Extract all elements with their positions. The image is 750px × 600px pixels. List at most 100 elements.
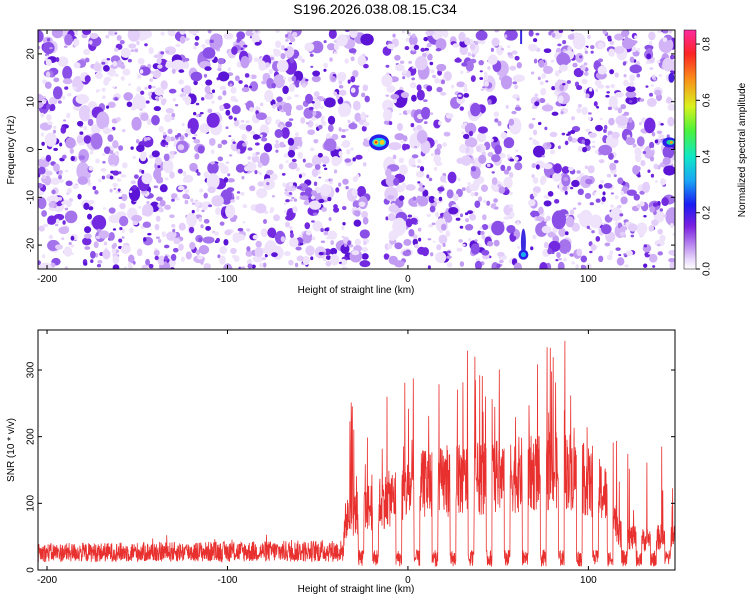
spectrogram-cell <box>220 164 229 174</box>
spectrogram-cell <box>217 156 224 162</box>
spectrogram-cell <box>225 161 230 164</box>
spectrogram-cell <box>120 174 127 178</box>
spectrogram-cell <box>325 260 332 267</box>
spectrogram-cell <box>103 146 111 155</box>
spectrogram-cell <box>447 171 457 184</box>
spectrogram-cell <box>542 163 553 170</box>
spectrogram-cell <box>66 92 72 97</box>
spectrogram-cell <box>515 149 519 152</box>
snr-xtick-label: -100 <box>217 575 237 586</box>
spectrogram-cell <box>214 231 219 236</box>
spectrogram-cell <box>388 255 398 265</box>
spectrogram-cell <box>177 168 183 174</box>
spectrogram-cell <box>433 154 441 164</box>
spectrogram-cell <box>466 70 470 74</box>
spectrogram-cell <box>50 177 60 185</box>
spectrogram-cell <box>255 203 267 214</box>
spectrogram-cell <box>89 40 93 45</box>
spectrogram-cell <box>491 171 495 174</box>
spectrogram-cell <box>131 214 143 222</box>
spectrogram-cell <box>551 86 556 91</box>
spectrogram-cell <box>285 160 289 163</box>
spectrogram-cell <box>352 100 361 111</box>
spectrogram-cell <box>561 166 570 174</box>
spectrogram-cell <box>490 47 494 52</box>
spectrogram-cell <box>560 111 564 115</box>
spectrogram-cell <box>478 154 487 164</box>
spectrogram-cell <box>140 112 149 122</box>
spectrogram-cell <box>528 199 536 207</box>
spectrogram-cell <box>577 145 583 152</box>
spectrogram-cell <box>120 47 131 59</box>
spectrogram-cell <box>62 78 73 85</box>
spectrogram-cell <box>230 86 237 94</box>
spectrogram-cell <box>148 84 152 89</box>
spectrogram-cell <box>53 147 59 151</box>
spectrogram-cell <box>361 210 369 219</box>
spectrogram-cell <box>240 55 250 69</box>
spectrogram-cell <box>273 49 282 57</box>
spectrogram-cell <box>619 231 626 237</box>
spectrogram-cell <box>593 190 597 193</box>
spectrogram-cell <box>617 107 623 114</box>
spectrogram-cell <box>112 182 119 188</box>
spectrogram-cell <box>117 59 123 68</box>
spectrogram-cell <box>550 149 556 155</box>
spectrogram-cell <box>416 130 428 144</box>
spectrogram-cell <box>189 162 198 172</box>
spectrogram-cell <box>462 133 470 140</box>
spectrogram-cell <box>626 119 635 131</box>
spectrogram-cell <box>563 108 569 113</box>
spectrogram-cell <box>221 139 228 145</box>
spectrogram-cell <box>112 255 120 265</box>
spectrogram-cell <box>504 30 518 41</box>
spectrogram-cell <box>169 214 175 219</box>
spectrogram-cell <box>101 175 106 180</box>
spectrogram-cell <box>581 78 588 85</box>
spectrogram-cell <box>620 196 628 205</box>
spectrogram-cell <box>359 260 371 268</box>
spectrogram-cell <box>194 41 199 46</box>
spectrogram-cell <box>499 259 504 264</box>
spectrogram-cell <box>159 184 168 193</box>
spectrogram-cell <box>204 85 211 94</box>
spectrogram-cell <box>438 120 442 126</box>
spectrogram-cell <box>88 101 98 109</box>
spectrogram-cell <box>537 76 541 81</box>
spectrogram-cell <box>284 48 288 51</box>
spectrogram-cell <box>38 182 44 189</box>
spectrogram-cell <box>414 243 419 249</box>
spectrogram-cell <box>549 131 558 138</box>
spectrogram-cell <box>657 251 663 256</box>
spectrogram-cell <box>45 170 53 176</box>
spectrogram-cell <box>574 45 578 49</box>
spectrogram-cell <box>155 215 161 222</box>
spectrogram-cell <box>464 224 474 231</box>
spectrogram-cell <box>225 126 229 130</box>
spectrogram-cell <box>435 38 447 51</box>
spectrogram-cell <box>256 188 268 199</box>
spectrogram-cell <box>246 228 251 232</box>
spectrogram-cell <box>438 238 443 242</box>
spectrogram-cell <box>280 45 285 51</box>
spectrogram-cell <box>339 258 347 266</box>
spectrogram-cell <box>651 131 656 137</box>
spectrogram-cell <box>610 83 616 89</box>
spectrogram-cell <box>244 73 250 78</box>
spectrogram-cell <box>508 172 514 178</box>
spectrogram-cell <box>481 249 490 256</box>
spectrogram-cell <box>83 135 92 144</box>
spectrogram-cell <box>197 145 205 154</box>
spectrogram-cell <box>264 89 274 103</box>
spectrogram-cell <box>295 104 304 111</box>
spectrogram-cell <box>215 207 222 216</box>
spectrogram-cell <box>341 140 351 148</box>
spectrogram-cell <box>311 190 317 196</box>
spectrogram-cell <box>160 31 165 36</box>
spectrogram-cell <box>309 53 314 57</box>
spectrogram-cell <box>198 237 203 243</box>
spectrogram-cell <box>167 128 173 135</box>
spectrogram-cell <box>409 34 418 47</box>
spectrogram-hotspot <box>520 252 526 258</box>
